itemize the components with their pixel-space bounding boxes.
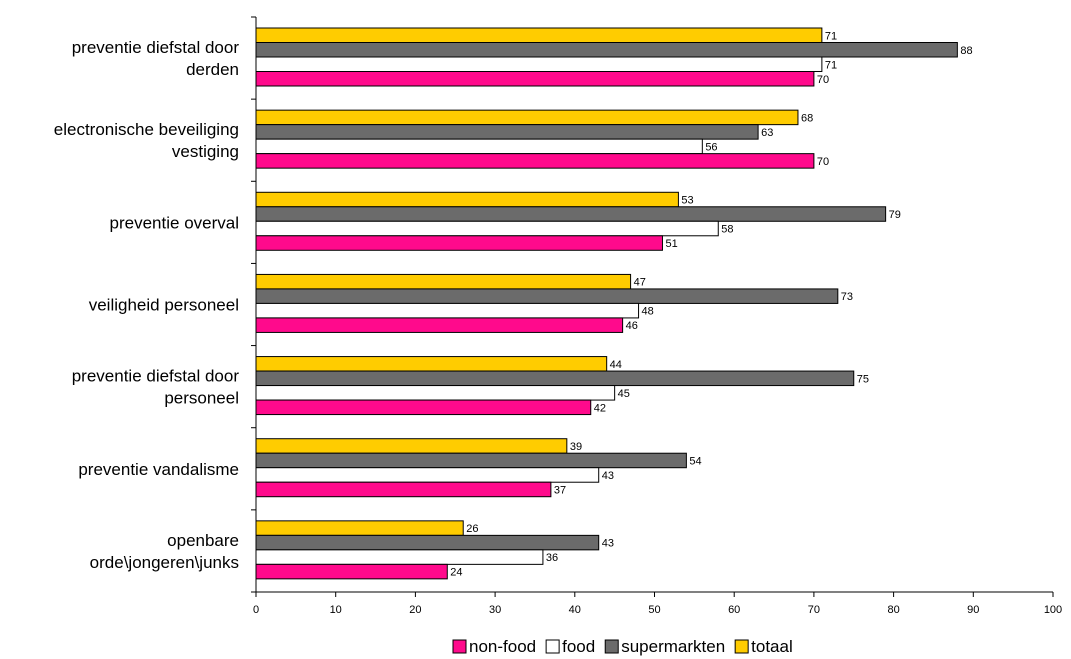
bar-food [255,385,616,401]
data-label-totaal: 71 [825,30,837,42]
category-label: openbare orde\jongeren\junks [90,531,239,572]
bar-totaal [255,520,464,536]
data-label-totaal: 68 [801,112,813,124]
bar-totaal [255,27,823,43]
category-label-line: preventie diefstal door [72,38,240,57]
data-label-food: 58 [721,224,733,236]
bar-supermarkten [255,370,855,387]
category-label: veiligheid personeel [89,296,239,315]
bar-non-food [255,481,552,498]
x-tick-label: 100 [1044,604,1062,616]
bar-totaal [255,356,608,372]
category-label-line: personeel [164,389,239,408]
x-tick-label: 70 [808,604,820,616]
data-label-non-food: 24 [450,567,462,579]
legend-swatch-supermarkten [604,639,619,654]
data-label-non-food: 51 [665,238,677,250]
legend-swatch-food [545,639,560,654]
data-label-supermarkten: 88 [960,45,972,57]
category-label-line: openbare [167,531,239,550]
data-label-food: 36 [546,552,558,564]
bar-non-food [255,563,448,580]
bar-non-food [255,235,663,251]
category-label-line: electronische beveiliging [54,120,239,139]
category-label-line: orde\jongeren\junks [90,553,239,572]
bar-supermarkten [255,124,759,140]
data-label-totaal: 47 [634,277,646,289]
bar-supermarkten [255,206,887,222]
x-tick-label: 10 [330,604,342,616]
data-label-totaal: 39 [570,441,582,453]
category-label: preventie vandalisme [78,460,239,479]
bar-totaal [255,191,679,208]
legend-label-supermarkten: supermarkten [621,637,725,656]
bar-supermarkten [255,42,958,58]
data-label-supermarkten: 63 [761,127,773,139]
x-tick-label: 30 [489,604,501,616]
data-label-food: 71 [825,59,837,71]
x-tick-label: 80 [887,604,899,616]
data-label-food: 48 [642,306,654,318]
x-tick-label: 20 [409,604,421,616]
x-tick-label: 90 [967,604,979,616]
data-label-totaal: 53 [681,195,693,207]
labels-group: preventie diefstal door derden electronisc… [54,30,973,578]
bar-food [255,549,544,565]
bar-food [255,56,823,72]
bar-totaal [255,273,632,290]
legend-swatch-non-food [452,639,467,654]
category-label-line: preventie diefstal door [72,367,240,386]
data-label-supermarkten: 73 [841,291,853,303]
bar-supermarkten [255,534,600,551]
legend: non-food food supermarkten totaal [452,637,793,656]
category-label-line: preventie overval [110,213,239,232]
bar-totaal [255,109,799,126]
data-label-supermarkten: 43 [602,538,614,550]
bar-supermarkten [255,452,687,469]
data-label-non-food: 37 [554,484,566,496]
bar-food [255,138,703,155]
legend-label-non-food: non-food [469,637,536,656]
category-label-line: veiligheid personeel [89,296,239,315]
data-label-non-food: 70 [817,156,829,168]
x-tick-label: 60 [728,604,740,616]
x-tick-label: 40 [569,604,581,616]
data-label-supermarkten: 75 [857,373,869,385]
category-label: preventie overval [110,213,239,232]
data-label-food: 43 [602,470,614,482]
category-label-line: derden [186,60,239,79]
data-label-totaal: 44 [610,359,622,371]
data-label-non-food: 42 [594,402,606,414]
data-label-food: 56 [705,141,717,153]
bar-food [255,220,719,237]
bars-group [255,27,958,580]
data-label-non-food: 46 [626,320,638,332]
bar-non-food [255,153,815,169]
category-label: preventie diefstal door derden [72,38,240,79]
bar-non-food [255,317,624,333]
axes-group: 0 10 20 30 40 50 60 70 80 90 100 [251,16,1062,616]
bar-supermarkten [255,288,839,304]
x-tick-label: 50 [648,604,660,616]
data-label-food: 45 [618,388,630,400]
bar-non-food [255,399,592,416]
bar-food [255,467,600,483]
bar-totaal [255,438,568,454]
data-label-non-food: 70 [817,74,829,86]
legend-swatch-totaal [734,639,749,654]
category-label-line: preventie vandalisme [78,460,239,479]
bar-food [255,302,640,319]
category-label: preventie diefstal door personeel [72,367,240,408]
legend-label-food: food [562,637,595,656]
data-label-supermarkten: 54 [689,455,701,467]
bar-non-food [255,71,815,87]
category-label-line: vestiging [172,142,239,161]
data-label-totaal: 26 [466,523,478,535]
category-label: electronische beveiliging vestiging [54,120,239,161]
x-tick-label: 0 [253,604,259,616]
legend-label-totaal: totaal [751,637,793,656]
data-label-supermarkten: 79 [889,209,901,221]
